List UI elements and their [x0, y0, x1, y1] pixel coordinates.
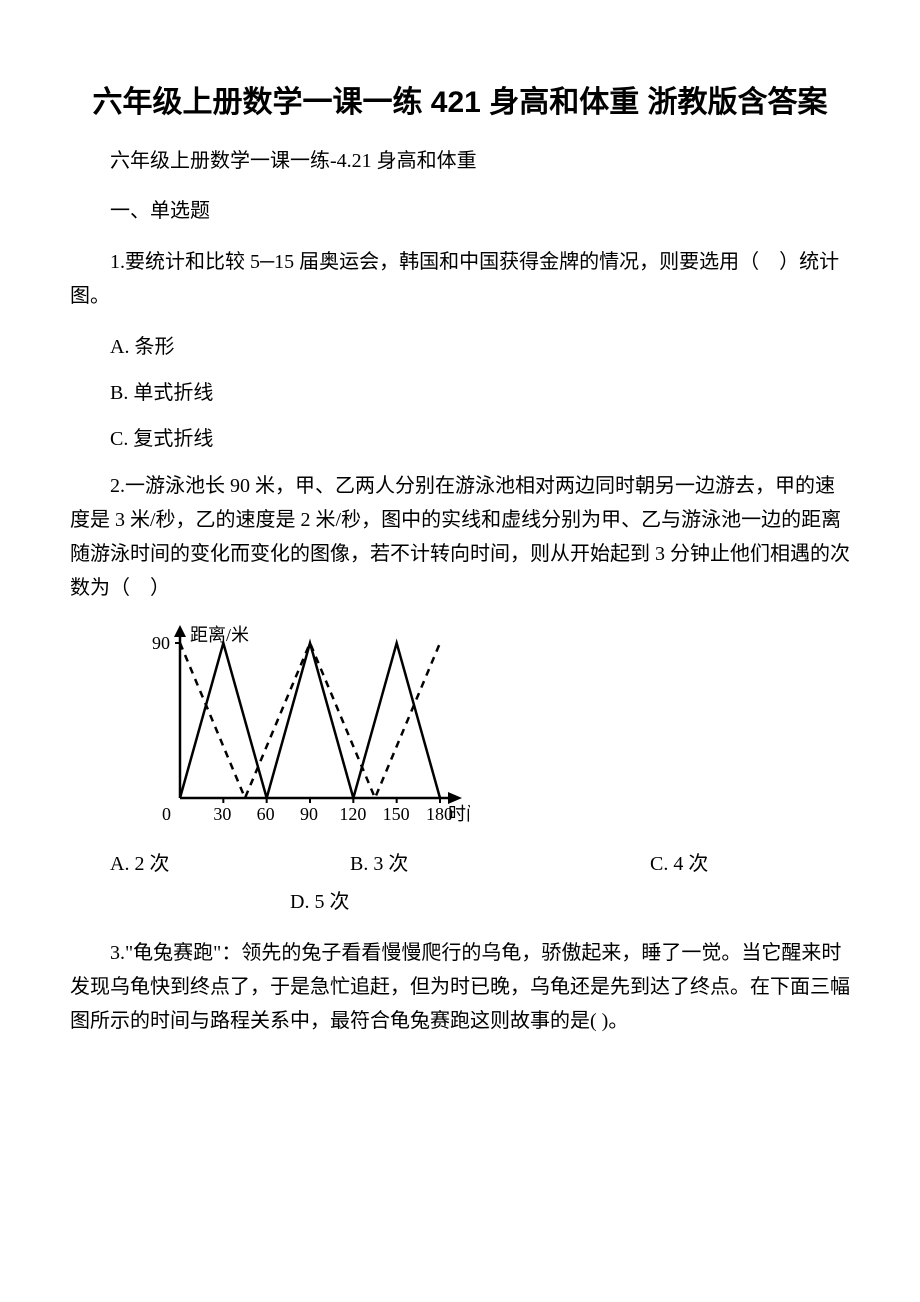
subtitle: 六年级上册数学一课一练-4.21 身高和体重: [70, 145, 850, 177]
question-3: 3."龟兔赛跑"：领先的兔子看看慢慢爬行的乌龟，骄傲起来，睡了一觉。当它醒来时发…: [70, 936, 850, 1038]
svg-text:距离/米: 距离/米: [190, 625, 249, 645]
section-header: 一、单选题: [70, 195, 850, 227]
question-2: 2.一游泳池长 90 米，甲、乙两人分别在游泳池相对两边同时朝另一边游去，甲的速…: [70, 469, 850, 605]
q1-option-a: A. 条形: [70, 331, 850, 363]
svg-text:150: 150: [383, 804, 410, 824]
q2-option-d: D. 5 次: [290, 891, 349, 913]
q2-options-row1: A. 2 次 B. 3 次 C. 4 次: [70, 848, 850, 880]
svg-text:60: 60: [257, 804, 275, 824]
q2-option-b: B. 3 次: [350, 848, 650, 880]
q1-option-c: C. 复式折线: [70, 423, 850, 455]
svg-text:180: 180: [426, 804, 453, 824]
q2-option-c: C. 4 次: [650, 848, 850, 880]
line-chart-svg: 距离/米时间/秒900306090120150180: [130, 623, 470, 838]
svg-text:90: 90: [152, 633, 170, 653]
svg-text:90: 90: [300, 804, 318, 824]
q1-option-b: B. 单式折线: [70, 377, 850, 409]
q2-chart: 距离/米时间/秒900306090120150180: [130, 623, 850, 838]
q2-option-a: A. 2 次: [70, 848, 350, 880]
svg-text:30: 30: [213, 804, 231, 824]
page-title: 六年级上册数学一课一练 421 身高和体重 浙教版含答案: [70, 80, 850, 125]
q2-options-row2: D. 5 次: [70, 886, 850, 918]
svg-text:0: 0: [162, 804, 171, 824]
svg-text:120: 120: [339, 804, 366, 824]
question-1: 1.要统计和比较 5─15 届奥运会，韩国和中国获得金牌的情况，则要选用（ ）统…: [70, 245, 850, 313]
